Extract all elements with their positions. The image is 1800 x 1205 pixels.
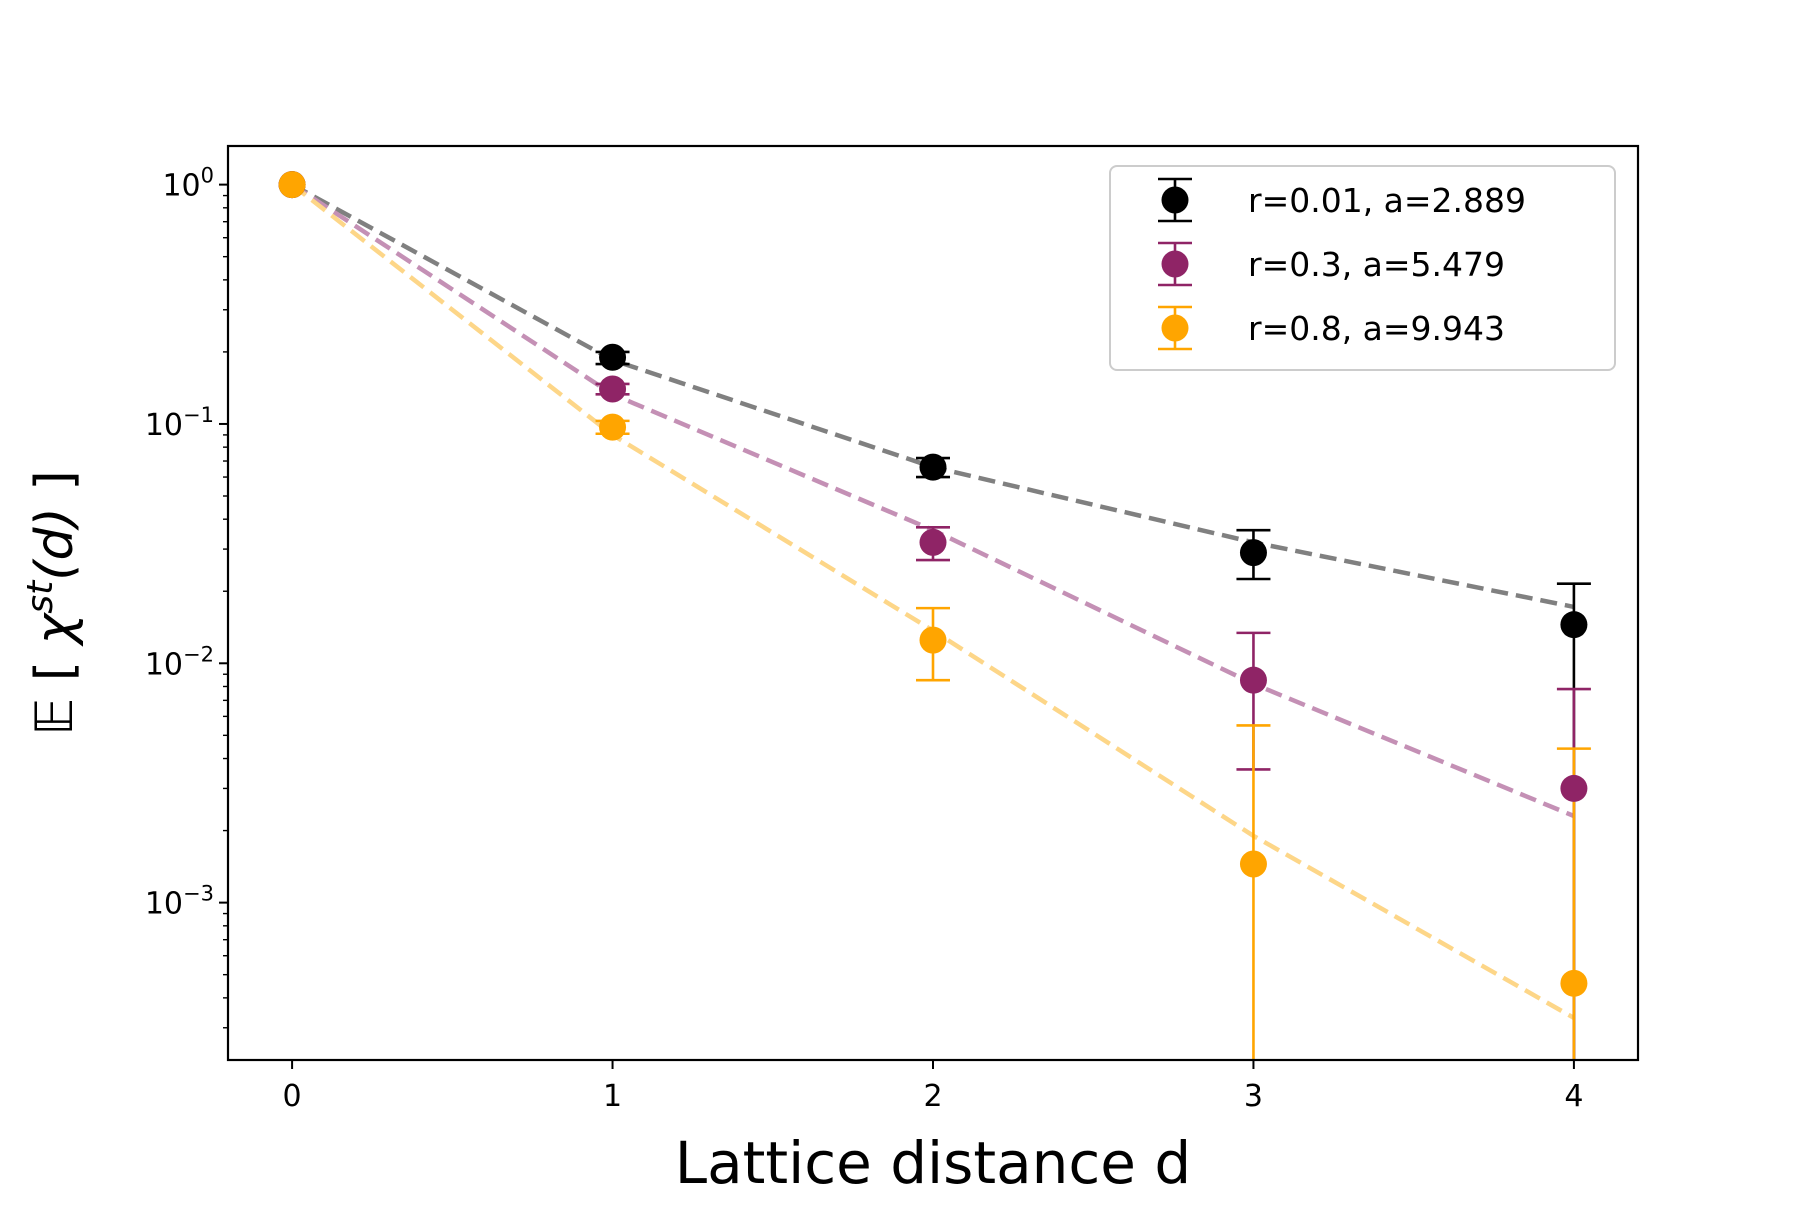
legend-label-series-2: r=0.8, a=9.943 — [1248, 309, 1505, 348]
data-point-series-0-pt-2 — [919, 453, 947, 481]
x-tick-label-0: 0 — [283, 1079, 302, 1114]
legend-label-series-1: r=0.3, a=5.479 — [1248, 245, 1505, 284]
y-tick-label-base-3: 10 — [145, 887, 183, 922]
data-point-series-2-pt-2 — [919, 626, 947, 654]
y-tick-label-1: 10−1 — [145, 403, 214, 443]
legend-label-series-0: r=0.01, a=2.889 — [1248, 181, 1526, 220]
x-tick-label-4: 4 — [1564, 1079, 1583, 1114]
data-point-series-1-pt-4 — [1560, 774, 1588, 802]
y-tick-label-base-2: 10 — [145, 647, 183, 682]
y-tick-label-3: 10−3 — [145, 882, 214, 922]
data-point-series-2-pt-4 — [1560, 969, 1588, 997]
x-tick-label-1: 1 — [603, 1079, 622, 1114]
y-tick-label-2: 10−2 — [145, 642, 214, 682]
data-points — [278, 171, 1588, 997]
legend-items: r=0.01, a=2.889 r=0.3, a=5.479 r=0.8, a=9.… — [1158, 177, 1526, 351]
legend: r=0.01, a=2.889 r=0.3, a=5.479 r=0.8, a=9.… — [1109, 165, 1616, 371]
y-axis-label-symbol: χ — [25, 611, 85, 647]
data-point-series-1-pt-3 — [1239, 666, 1267, 694]
x-axis-label: Lattice distance d — [675, 1129, 1191, 1197]
y-tick-label-exponent-0: 0 — [201, 164, 214, 188]
y-tick-label-0: 100 — [162, 164, 214, 204]
data-point-series-1-pt-1 — [599, 375, 627, 403]
legend-box — [1109, 165, 1616, 371]
y-tick-label-base-0: 10 — [162, 169, 200, 204]
legend-marker-series-0 — [1161, 186, 1189, 214]
data-point-series-2-pt-3 — [1239, 850, 1267, 878]
y-axis-label-suffix: ] — [25, 470, 85, 507]
y-axis-label: 𝔼 [ χst(d) ] — [20, 470, 85, 735]
y-tick-label-base-1: 10 — [145, 408, 183, 443]
y-axis-label-argument: (d) — [25, 507, 85, 581]
x-tick-label-3: 3 — [1244, 1079, 1263, 1114]
legend-marker-series-2 — [1161, 314, 1189, 342]
y-axis-label-prefix: 𝔼 [ — [25, 644, 85, 735]
data-point-series-2-pt-1 — [599, 413, 627, 441]
data-point-series-0-pt-1 — [599, 343, 627, 371]
y-tick-label-exponent-1: −1 — [183, 403, 214, 427]
y-tick-label-exponent-2: −2 — [183, 642, 214, 666]
error-bars — [595, 350, 1591, 1060]
data-point-series-1-pt-2 — [919, 528, 947, 556]
legend-marker-series-1 — [1161, 250, 1189, 278]
data-point-series-0-pt-4 — [1560, 611, 1588, 639]
x-axis-ticks: 0 1 2 3 4 — [283, 1060, 1583, 1114]
y-tick-label-exponent-3: −3 — [183, 882, 214, 906]
data-point-series-2-pt-0 — [278, 171, 306, 199]
y-axis-label-superscript: st — [20, 579, 61, 614]
x-tick-label-2: 2 — [923, 1079, 942, 1114]
data-point-series-0-pt-3 — [1239, 539, 1267, 567]
